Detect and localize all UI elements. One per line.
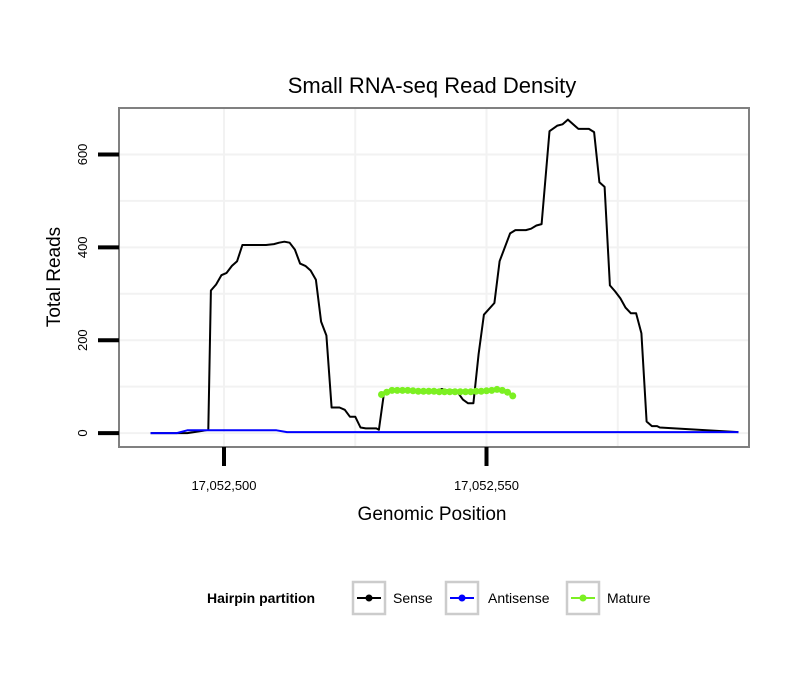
data-point-mature xyxy=(388,386,396,394)
data-point-mature xyxy=(409,387,417,395)
data-point-mature xyxy=(498,386,506,394)
y-tick-label: 400 xyxy=(75,236,90,258)
x-tick-label: 17,052,500 xyxy=(191,478,256,493)
legend-label-mature: Mature xyxy=(607,590,651,606)
data-point-mature xyxy=(420,387,427,395)
y-tick-label: 600 xyxy=(75,144,90,166)
data-point-mature xyxy=(477,387,485,395)
data-point-mature xyxy=(378,391,385,399)
x-tick-label: 17,052,550 xyxy=(454,478,519,493)
data-point-mature xyxy=(414,387,422,395)
legend-label-sense: Sense xyxy=(393,590,433,606)
data-point-mature xyxy=(504,388,511,396)
data-point-mature xyxy=(399,386,406,394)
data-point-mature xyxy=(488,386,496,394)
legend-point-antisense xyxy=(458,594,466,602)
chart-title: Small RNA-seq Read Density xyxy=(288,73,577,98)
plot-border xyxy=(118,107,750,448)
data-point-mature xyxy=(383,388,391,396)
y-tick-label: 200 xyxy=(75,329,90,351)
data-point-mature xyxy=(493,385,501,393)
data-point-mature xyxy=(425,387,433,395)
legend: Hairpin partition Sense Antisense Mature xyxy=(207,580,651,616)
data-point-mature xyxy=(393,386,401,394)
legend-title: Hairpin partition xyxy=(207,590,315,606)
data-point-mature xyxy=(451,388,459,396)
legend-label-antisense: Antisense xyxy=(488,590,550,606)
data-point-mature xyxy=(404,386,412,394)
data-point-mature xyxy=(446,388,454,396)
data-point-mature xyxy=(472,387,480,395)
y-axis: 0 200 400 600 xyxy=(75,144,119,437)
x-axis: 17,052,500 17,052,550 xyxy=(191,447,519,493)
grid-lines xyxy=(119,108,749,447)
data-point-mature xyxy=(467,388,475,396)
data-point-mature xyxy=(430,387,438,395)
data-point-mature xyxy=(456,388,464,396)
legend-point-sense xyxy=(365,594,373,602)
y-axis-title: Total Reads xyxy=(44,227,65,327)
data-point-mature xyxy=(509,392,517,400)
y-tick-label: 0 xyxy=(75,429,90,436)
series-line-antisense xyxy=(150,429,739,435)
data-point-mature xyxy=(462,388,469,396)
legend-point-mature xyxy=(579,594,587,602)
x-axis-title: Genomic Position xyxy=(358,504,507,525)
series-layer xyxy=(150,118,739,435)
data-point-mature xyxy=(441,388,448,396)
data-point-mature xyxy=(483,387,490,395)
data-point-mature xyxy=(435,388,443,396)
